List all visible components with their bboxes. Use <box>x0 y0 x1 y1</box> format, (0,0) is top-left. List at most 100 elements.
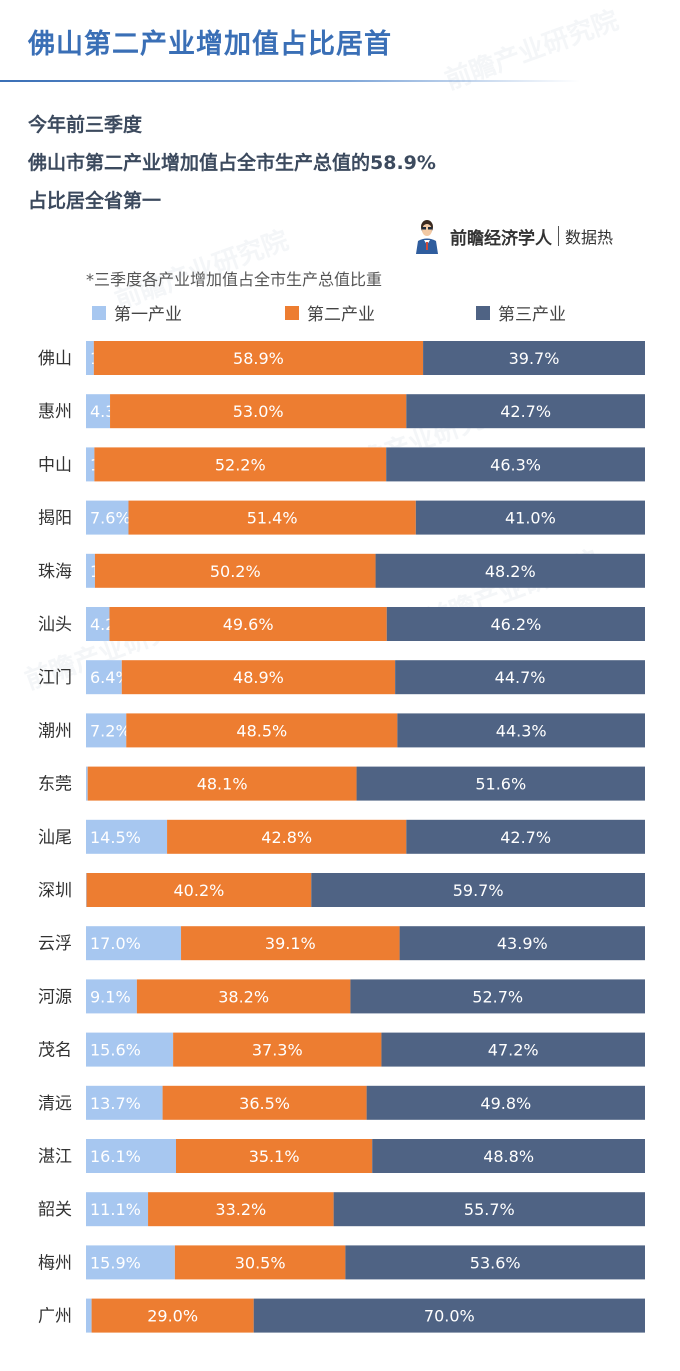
data-label: 6.4% <box>90 668 131 687</box>
data-label: 48.9% <box>233 668 284 687</box>
data-label: 15.9% <box>90 1253 141 1272</box>
data-label: 48.2% <box>485 562 536 581</box>
bar-segment <box>128 500 416 535</box>
bar-segment <box>86 500 129 535</box>
bar-segment <box>86 873 312 907</box>
category-label: 广州 <box>38 1307 72 1327</box>
category-label: 佛山 <box>38 349 72 369</box>
bar-segment <box>91 1298 254 1333</box>
bar-segment <box>173 1032 382 1067</box>
bar-segment <box>415 500 645 535</box>
legend-label: 第三产业 <box>498 305 566 325</box>
bar-segment <box>175 1139 373 1173</box>
data-label: 30.5% <box>235 1253 286 1272</box>
bar-segment <box>86 713 127 748</box>
bar-segment <box>86 873 87 907</box>
legend-item: 第三产业 <box>476 300 566 325</box>
bar-segment <box>86 766 88 801</box>
bar-segment <box>397 713 645 748</box>
bar-segment <box>386 607 645 641</box>
data-label: 44.7% <box>495 668 546 687</box>
data-label: 15.6% <box>90 1041 141 1060</box>
data-label: 36.5% <box>239 1094 290 1113</box>
brand-separator <box>558 226 559 246</box>
bar-segment <box>86 926 182 961</box>
data-label: 13.7% <box>90 1094 141 1113</box>
data-label: 51.4% <box>247 509 298 528</box>
data-label: 40.2% <box>174 881 225 900</box>
data-label: 35.1% <box>249 1147 300 1166</box>
data-label: 16.1% <box>90 1147 141 1166</box>
category-label: 韶关 <box>38 1200 72 1220</box>
data-label: 7.6% <box>90 509 131 528</box>
data-label: 42.7% <box>500 828 551 847</box>
bar-segment <box>366 1085 645 1120</box>
category-label: 珠海 <box>38 562 72 582</box>
bar-segment <box>86 1032 174 1067</box>
bar-segment <box>253 1298 645 1333</box>
bar-segment <box>87 766 357 801</box>
data-label: 43.9% <box>497 934 548 953</box>
legend-swatch <box>285 305 299 320</box>
data-label: 37.3% <box>252 1041 303 1060</box>
bar-segment <box>86 1298 92 1333</box>
data-label: 9.1% <box>90 987 131 1006</box>
brand-name: 前瞻经济学人 <box>450 228 552 249</box>
category-label: 湛江 <box>38 1147 72 1167</box>
bar-segment <box>93 341 424 375</box>
bar-segment <box>86 607 110 641</box>
data-label: 46.3% <box>490 455 541 474</box>
bar-segment <box>311 873 645 907</box>
data-label: 53.6% <box>470 1253 521 1272</box>
data-label: 38.2% <box>218 987 269 1006</box>
data-label: 41.0% <box>505 509 556 528</box>
data-label: 50.2% <box>210 562 261 581</box>
bar-segment <box>86 1192 149 1227</box>
category-label: 清远 <box>38 1094 72 1114</box>
bar-segment <box>94 447 387 482</box>
bar-segment <box>86 819 168 854</box>
legend-swatch <box>92 305 106 320</box>
bar-segment <box>381 1032 645 1067</box>
bar-segment <box>136 979 351 1014</box>
category-label: 梅州 <box>38 1253 72 1273</box>
bar-segment <box>109 607 387 641</box>
bar-segment <box>167 819 407 854</box>
category-label: 茂名 <box>38 1041 72 1061</box>
bar-segment <box>86 447 95 482</box>
bar-segment <box>399 926 645 961</box>
data-label: 47.2% <box>488 1041 539 1060</box>
category-label: 汕尾 <box>38 828 72 848</box>
bar-segment <box>110 394 407 429</box>
bar-segment <box>406 394 645 429</box>
legend-label: 第一产业 <box>114 305 182 325</box>
category-label: 河源 <box>38 987 72 1007</box>
data-label: 29.0% <box>147 1307 198 1326</box>
data-label: 11.1% <box>90 1200 141 1219</box>
bar-segment <box>406 819 645 854</box>
data-label: 49.8% <box>480 1094 531 1113</box>
data-label: 70.0% <box>424 1307 475 1326</box>
data-label: 55.7% <box>464 1200 515 1219</box>
data-label: 33.2% <box>215 1200 266 1219</box>
category-label: 深圳 <box>38 881 72 901</box>
bar-segment <box>333 1192 645 1227</box>
data-label: 48.8% <box>483 1147 534 1166</box>
legend-swatch <box>476 305 490 320</box>
bar-segment <box>86 341 94 375</box>
bar-segment <box>386 447 645 482</box>
chart-note: *三季度各产业增加值占全市生产总值比重 <box>86 270 383 289</box>
legend-item: 第一产业 <box>92 300 182 325</box>
category-label: 中山 <box>38 455 72 475</box>
legend-item: 第二产业 <box>285 300 375 325</box>
category-label: 潮州 <box>38 721 72 741</box>
bar-segment <box>181 926 400 961</box>
subtitle-line-2: 佛山市第二产业增加值占全市生产总值的58.9% <box>28 152 436 174</box>
category-label: 云浮 <box>38 934 72 954</box>
bar-segment <box>375 553 645 588</box>
category-label: 东莞 <box>38 775 72 795</box>
title-rule <box>0 80 580 82</box>
subtitle-line-1: 今年前三季度 <box>28 114 143 136</box>
economist-avatar-icon <box>416 220 438 254</box>
data-label: 14.5% <box>90 828 141 847</box>
